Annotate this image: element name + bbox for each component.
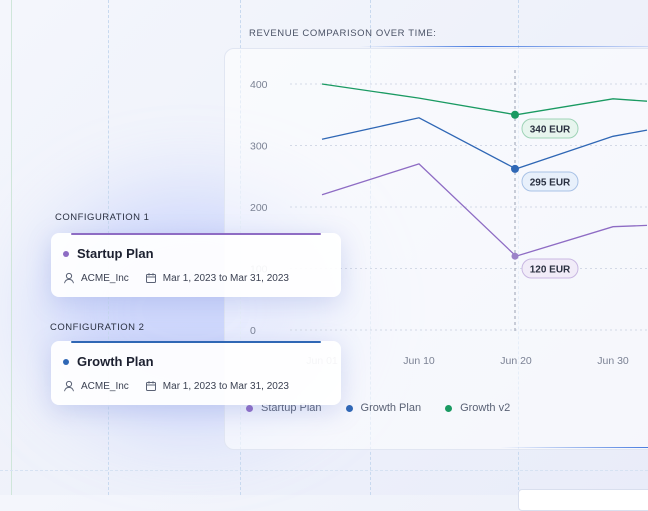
- legend-label-growth-v2: Growth v2: [460, 402, 511, 414]
- x-tick-label: Jun 30: [597, 355, 629, 367]
- config-heading-1: CONFIGURATION 1: [55, 212, 150, 223]
- user-icon: [64, 380, 74, 392]
- calendar-icon: [145, 273, 156, 283]
- legend-label-startup: Startup Plan: [261, 402, 322, 414]
- chart-legend: Startup Plan Growth Plan Growth v2: [246, 402, 534, 414]
- value-badge: [521, 118, 579, 139]
- panel-bottom-line: [500, 447, 648, 448]
- plan-dot: [63, 250, 69, 257]
- value-label: 340 EUR: [530, 125, 571, 136]
- y-tick-label: 0: [250, 325, 256, 337]
- plan-meta: ACME_Inc Mar 1, 2023 to Mar 31, 2023: [63, 272, 289, 284]
- plan-title: Growth Plan: [63, 354, 154, 369]
- x-tick-label: Jun 10: [403, 355, 435, 367]
- y-tick-label: 400: [250, 79, 268, 91]
- config-card-startup[interactable]: Startup Plan ACME_Inc Mar 1, 2023 to Mar…: [51, 233, 341, 297]
- plan-name: Growth Plan: [77, 354, 154, 369]
- legend-item-growth[interactable]: Growth Plan: [345, 402, 422, 414]
- legend-item-growth-v2[interactable]: Growth v2: [445, 402, 510, 414]
- data-point-marker: [511, 110, 519, 119]
- plan-dot: [63, 358, 69, 365]
- config-heading-2: CONFIGURATION 2: [50, 322, 145, 333]
- plan-name: Startup Plan: [77, 246, 154, 261]
- series-line: [321, 117, 648, 170]
- account-name: ACME_Inc: [81, 272, 129, 284]
- date-range: Mar 1, 2023 to Mar 31, 2023: [162, 380, 289, 392]
- series-line: [321, 163, 648, 257]
- data-point-marker: [511, 164, 519, 173]
- data-point-marker: [511, 252, 519, 260]
- left-rule: [11, 0, 12, 495]
- guide-line: [0, 470, 648, 471]
- account-name: ACME_Inc: [81, 380, 129, 392]
- card-accent-line: [71, 233, 321, 235]
- value-badge: [521, 258, 579, 279]
- value-label: 295 EUR: [530, 178, 571, 189]
- legend-dot-startup: [246, 404, 253, 412]
- date-range: Mar 1, 2023 to Mar 31, 2023: [162, 272, 289, 284]
- y-tick-label: 300: [250, 141, 268, 153]
- value-badge: [521, 171, 579, 192]
- legend-dot-growth-v2: [445, 404, 453, 412]
- plan-meta: ACME_Inc Mar 1, 2023 to Mar 31, 2023: [63, 380, 289, 392]
- legend-dot-growth: [345, 404, 353, 412]
- user-icon: [64, 272, 74, 284]
- plan-title: Startup Plan: [63, 246, 154, 261]
- y-tick-label: 200: [250, 202, 268, 214]
- legend-item-startup[interactable]: Startup Plan: [246, 402, 322, 414]
- config-card-growth[interactable]: Growth Plan ACME_Inc Mar 1, 2023 to Mar …: [51, 341, 341, 405]
- legend-label-growth: Growth Plan: [360, 402, 422, 414]
- x-tick-label: Jun 20: [500, 355, 532, 367]
- card-accent-line: [71, 341, 321, 343]
- series-line: [321, 83, 648, 116]
- value-label: 120 EUR: [530, 265, 571, 276]
- bottom-panel-edge: [518, 489, 648, 511]
- title-underline: [360, 46, 648, 47]
- calendar-icon: [145, 381, 156, 391]
- chart-title: REVENUE COMPARISON OVER TIME:: [249, 28, 437, 39]
